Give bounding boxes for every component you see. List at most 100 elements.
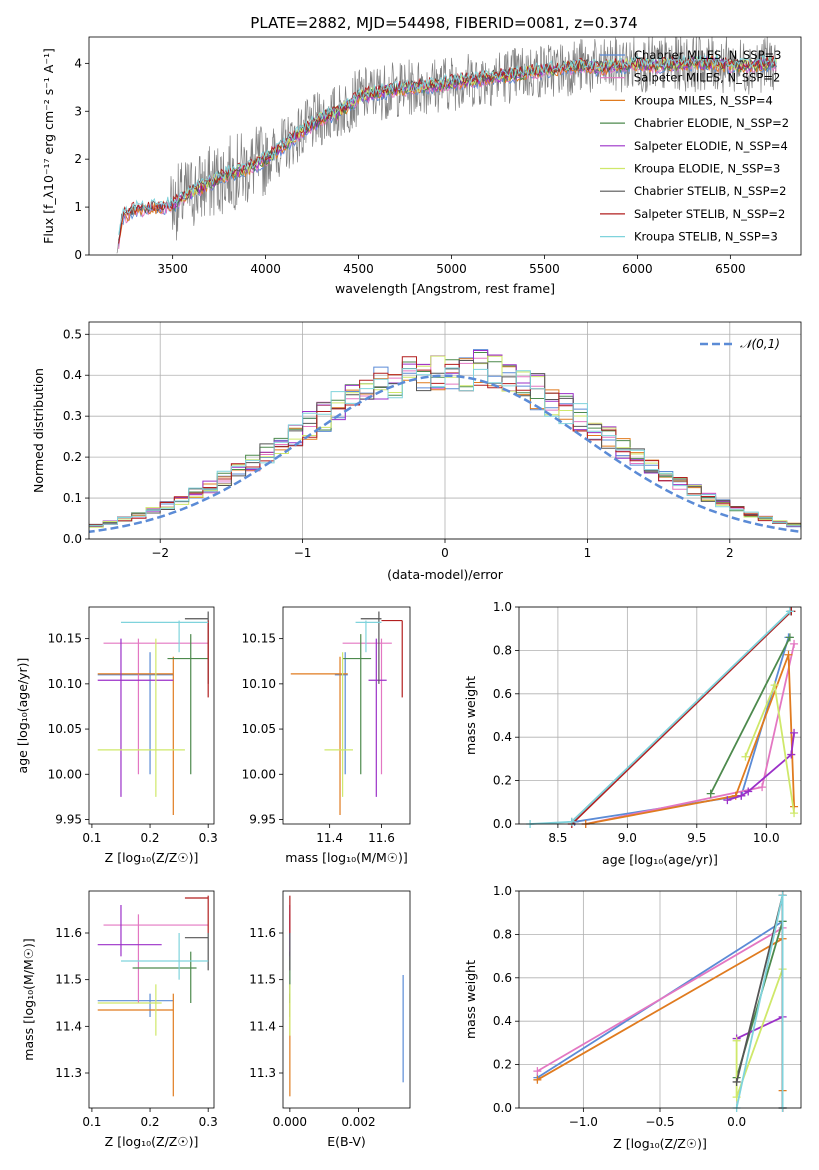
y-tick-label: 0.6 <box>493 687 512 701</box>
marker-salpeter-elodie <box>723 796 732 805</box>
marker-salpeter-elodie <box>787 750 796 759</box>
y-axis-label: mass weight <box>463 676 478 755</box>
y-tick-label: 1.0 <box>493 884 512 898</box>
x-tick-label: 11.6 <box>368 831 395 845</box>
marker-kroupa-stelib <box>785 607 794 616</box>
x-tick-label: 0.2 <box>140 1115 159 1129</box>
y-tick-label: 0.0 <box>63 532 82 546</box>
x-tick-label: 8.5 <box>548 831 567 845</box>
x-tick-label: 10.0 <box>753 831 780 845</box>
marker-chabrier-stelib <box>732 1077 741 1086</box>
x-tick-label: −1.0 <box>569 1115 598 1129</box>
gaussian-curve <box>89 374 801 534</box>
y-tick-label: 0.1 <box>63 491 82 505</box>
series-salpeter-stelib <box>571 610 792 825</box>
x-tick-label: 0.1 <box>82 1115 101 1129</box>
y-tick-label: 11.5 <box>249 973 276 987</box>
y-tick-label: 10.00 <box>48 767 82 781</box>
y-tick-label: 11.4 <box>249 1019 276 1033</box>
marker-salpeter-elodie <box>744 787 753 796</box>
marker-kroupa-stelib <box>778 891 787 900</box>
axes-frame <box>88 890 215 1109</box>
y-tick-label: 11.3 <box>249 1066 276 1080</box>
marker-kroupa-miles <box>533 1075 542 1084</box>
y-tick-label: 11.4 <box>55 1019 82 1033</box>
y-tick-label: 4 <box>74 56 82 70</box>
y-tick-label: 0.2 <box>493 774 512 788</box>
y-tick-label: 0.4 <box>493 1014 512 1028</box>
x-tick-label: −0.5 <box>645 1115 674 1129</box>
x-tick-label: 0.1 <box>82 831 101 845</box>
legend-entry-chabrier-miles: Chabrier MILES, N_SSP=3 <box>634 48 781 62</box>
legend-entry-salpeter-stelib: Salpeter STELIB, N_SSP=2 <box>634 207 785 221</box>
x-tick-label: 6000 <box>622 262 653 276</box>
x-tick-label: 0.3 <box>199 1115 218 1129</box>
x-tick-label: 2 <box>726 546 734 560</box>
x-axis-label: wavelength [Angstrom, rest frame] <box>335 281 555 296</box>
x-axis-label: (data-model)/error <box>387 567 504 582</box>
x-tick-label: −2 <box>151 546 169 560</box>
y-tick-label: 11.3 <box>55 1066 82 1080</box>
y-tick-label: 2 <box>74 152 82 166</box>
plot-area <box>289 895 404 1097</box>
y-tick-label: 0.2 <box>63 450 82 464</box>
x-tick-label: 9.0 <box>618 831 637 845</box>
legend-entry-kroupa-elodie: Kroupa ELODIE, N_SSP=3 <box>634 162 780 176</box>
marker-kroupa-elodie <box>741 752 750 761</box>
legend-entry-salpeter-elodie: Salpeter ELODIE, N_SSP=4 <box>634 139 788 153</box>
marker-chabrier-elodie <box>785 633 794 642</box>
y-tick-label: 0.0 <box>493 817 512 831</box>
axes-frame <box>518 890 802 1109</box>
y-tick-label: 11.6 <box>249 926 276 940</box>
x-tick-label: 9.5 <box>687 831 706 845</box>
plot-area <box>97 611 209 815</box>
legend-entry-gaussian: 𝒩(0,1) <box>740 337 780 351</box>
plot-area <box>526 607 799 828</box>
figure-title: PLATE=2882, MJD=54498, FIBERID=0081, z=0… <box>250 14 637 32</box>
x-tick-label: 1 <box>584 546 592 560</box>
y-axis-label: Flux [f_λ10⁻¹⁷ erg cm⁻² s⁻¹ A⁻¹] <box>41 48 56 244</box>
y-tick-label: 0.8 <box>493 643 512 657</box>
y-tick-label: 11.6 <box>55 926 82 940</box>
axes-frame <box>88 606 215 825</box>
legend-entry-kroupa-stelib: Kroupa STELIB, N_SSP=3 <box>634 230 778 244</box>
x-tick-label: 5500 <box>529 262 560 276</box>
x-axis-label: Z [log₁₀(Z/Z☉)] <box>613 1136 707 1151</box>
plot-area <box>97 895 209 1097</box>
axes-frame <box>518 606 802 825</box>
marker-kroupa-elodie <box>732 1036 741 1045</box>
axes-frame <box>282 606 411 825</box>
x-tick-label: −1 <box>294 546 312 560</box>
plot-area <box>290 611 403 815</box>
x-tick-label: 3500 <box>157 262 188 276</box>
marker-salpeter-miles <box>533 1067 542 1076</box>
marker-salpeter-miles <box>758 783 767 792</box>
plot-area <box>89 349 801 534</box>
x-tick-label: 5000 <box>436 262 467 276</box>
x-axis-label: Z [log₁₀(Z/Z☉)] <box>105 850 199 865</box>
y-tick-label: 0.2 <box>493 1058 512 1072</box>
axes-frame <box>88 36 802 256</box>
x-tick-label: 4000 <box>250 262 281 276</box>
legend-entry-chabrier-elodie: Chabrier ELODIE, N_SSP=2 <box>634 116 789 130</box>
panel-age_vs_Z: 0.1 0.2 0.3 9.95 10.00 10.05 10.10 10.15 Z [log₁… <box>15 606 218 865</box>
x-tick-label: 4500 <box>343 262 374 276</box>
y-tick-label: 0.4 <box>63 368 82 382</box>
histogram-kroupa-stelib <box>89 367 801 531</box>
marker-salpeter-miles <box>790 639 799 648</box>
panel-mass_vs_Z: 0.1 0.2 0.3 11.3 11.4 11.5 11.6 Z [log₁₀(Z/Z☉)]… <box>21 890 218 1149</box>
panel-mass_vs_EBV: 0.000 0.002 11.3 11.4 11.5 11.6 E(B-V) <box>249 890 411 1149</box>
series-kroupa-stelib <box>735 895 784 1109</box>
y-tick-label: 3 <box>74 104 82 118</box>
y-tick-label: 0.0 <box>493 1101 512 1115</box>
y-tick-label: 0.8 <box>493 927 512 941</box>
y-tick-label: 10.05 <box>48 722 82 736</box>
plot-area <box>116 37 777 254</box>
y-tick-label: 10.10 <box>242 677 276 691</box>
series-salpeter-elodie <box>736 1016 783 1040</box>
y-axis-label: mass weight <box>463 960 478 1039</box>
y-tick-label: 10.15 <box>48 632 82 646</box>
x-tick-label: 0.0 <box>727 1115 746 1129</box>
legend-entry-kroupa-miles: Kroupa MILES, N_SSP=4 <box>634 93 773 107</box>
